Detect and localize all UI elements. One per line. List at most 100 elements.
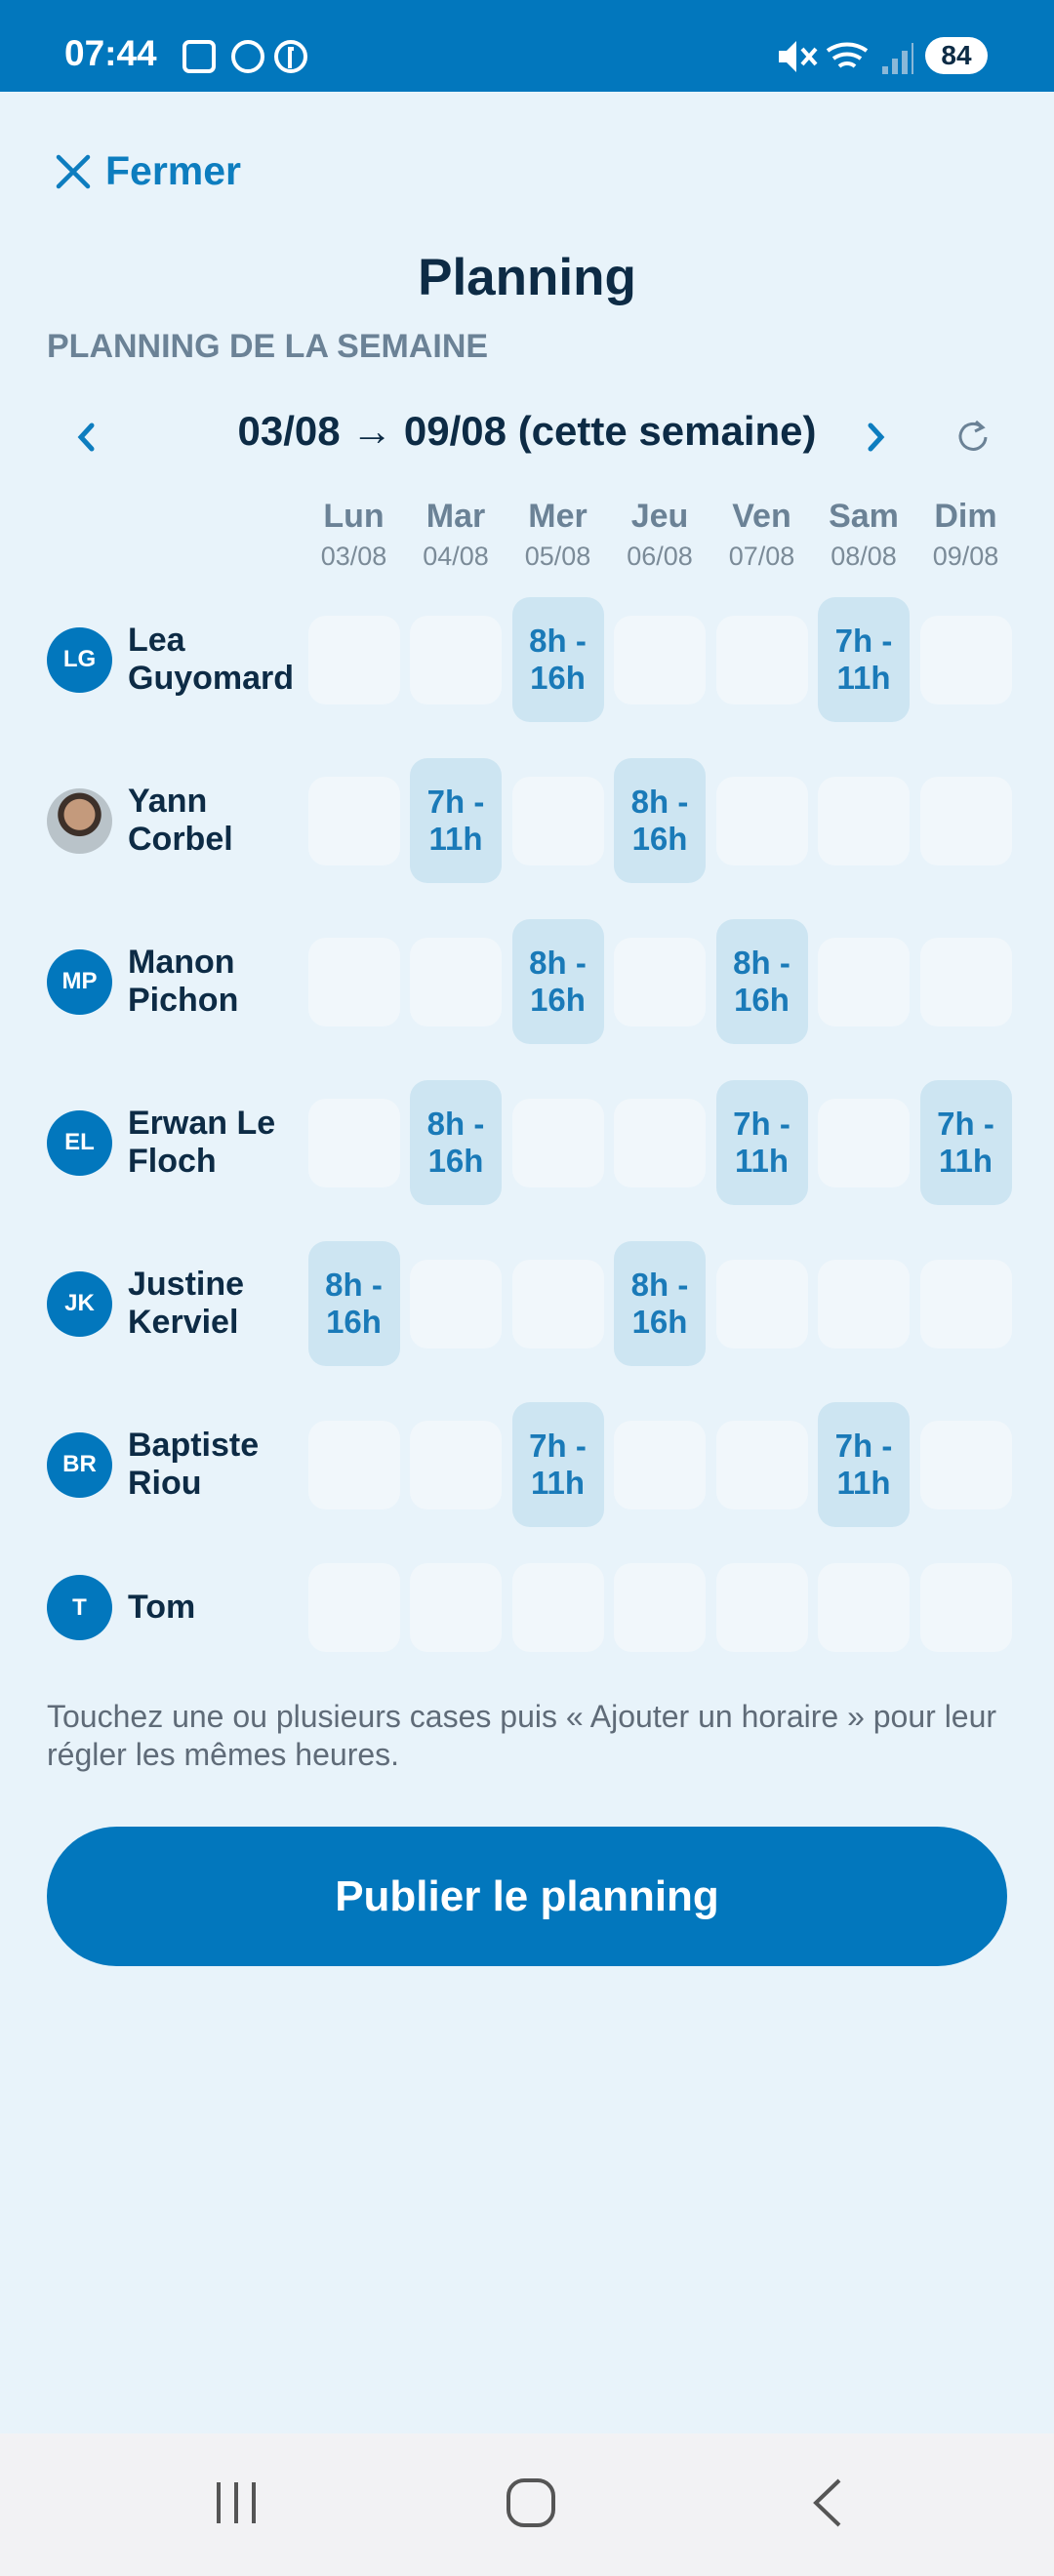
empty-cell[interactable] <box>715 1420 808 1509</box>
empty-cell[interactable] <box>410 1420 502 1509</box>
employee: BR Baptiste Riou <box>47 1427 298 1503</box>
employee-name: Baptiste Riou <box>128 1427 260 1502</box>
day-header: Ven 07/08 <box>716 498 808 572</box>
publish-button[interactable]: Publier le planning <box>47 1827 1007 1966</box>
avatar: EL <box>47 1109 112 1176</box>
empty-cell[interactable] <box>715 615 808 704</box>
empty-cell[interactable] <box>410 937 502 1026</box>
empty-cell[interactable] <box>919 937 1012 1026</box>
day-name: Ven <box>732 498 791 535</box>
empty-cell[interactable] <box>818 1259 910 1348</box>
day-name: Mar <box>426 498 486 535</box>
empty-cell[interactable] <box>919 1563 1012 1652</box>
day-date: 09/08 <box>932 542 999 571</box>
empty-cell[interactable] <box>919 1259 1012 1348</box>
empty-cell[interactable] <box>614 1563 706 1652</box>
employee-name: Lea Guyomard <box>128 622 295 697</box>
empty-cell[interactable] <box>614 1098 706 1187</box>
empty-cell[interactable] <box>410 615 502 704</box>
empty-cell[interactable] <box>511 1563 604 1652</box>
empty-cell[interactable] <box>307 937 400 1026</box>
empty-cell[interactable] <box>410 1259 502 1348</box>
empty-cell[interactable] <box>715 1259 808 1348</box>
shift-cell[interactable]: 7h - 11h <box>818 597 910 722</box>
shift-cell[interactable]: 8h - 16h <box>511 919 604 1044</box>
day-header: Dim 09/08 <box>920 498 1012 572</box>
empty-cell[interactable] <box>818 776 910 865</box>
empty-cell[interactable] <box>307 615 400 704</box>
shift-cell[interactable]: 7h - 11h <box>919 1080 1012 1205</box>
day-date: 03/08 <box>320 542 387 571</box>
page-title: Planning <box>418 249 636 306</box>
empty-cell[interactable] <box>715 776 808 865</box>
empty-cell[interactable] <box>511 1098 604 1187</box>
avatar: BR <box>47 1431 112 1498</box>
empty-cell[interactable] <box>307 1563 400 1652</box>
empty-cell[interactable] <box>511 1259 604 1348</box>
empty-cell[interactable] <box>919 776 1012 865</box>
day-date: 05/08 <box>524 542 591 571</box>
empty-cell[interactable] <box>307 776 400 865</box>
empty-cell[interactable] <box>919 615 1012 704</box>
empty-cell[interactable] <box>614 1420 706 1509</box>
day-name: Lun <box>323 498 385 535</box>
shift-cell[interactable]: 8h - 16h <box>614 1241 706 1366</box>
empty-cell[interactable] <box>307 1420 400 1509</box>
day-date: 07/08 <box>728 542 795 571</box>
employee: MP Manon Pichon <box>47 944 298 1020</box>
system-icons <box>779 41 913 74</box>
empty-cell[interactable] <box>410 1563 502 1652</box>
day-name: Mer <box>528 498 588 535</box>
avatar-photo <box>47 787 112 854</box>
day-name: Dim <box>934 498 997 535</box>
shift-cell[interactable]: 7h - 11h <box>715 1080 808 1205</box>
hint-text: Touchez une ou plusieurs cases puis « Aj… <box>47 1699 997 1772</box>
close-icon <box>56 154 91 188</box>
home[interactable] <box>505 2476 557 2529</box>
refresh[interactable] <box>954 418 992 455</box>
next-week[interactable] <box>861 420 890 455</box>
empty-cell[interactable] <box>919 1420 1012 1509</box>
employee: LG Lea Guyomard <box>47 622 298 698</box>
empty-cell[interactable] <box>715 1563 808 1652</box>
shift-cell[interactable]: 8h - 16h <box>410 1080 502 1205</box>
shift-cell[interactable]: 8h - 16h <box>511 597 604 722</box>
employee-name: Tom <box>128 1589 196 1626</box>
day-date: 04/08 <box>423 542 489 571</box>
recent-apps[interactable] <box>213 2478 260 2527</box>
empty-cell[interactable] <box>307 1098 400 1187</box>
day-name: Sam <box>829 498 899 535</box>
empty-cell[interactable] <box>818 937 910 1026</box>
empty-cell[interactable] <box>614 615 706 704</box>
close-button[interactable]: Fermer <box>55 148 241 194</box>
empty-cell[interactable] <box>614 937 706 1026</box>
employee-name: Justine Kerviel <box>128 1266 245 1341</box>
day-name: Jeu <box>630 498 689 535</box>
employee: JK Justine Kerviel <box>47 1266 298 1342</box>
day-headers: Lun 03/08 Mar 04/08 Mer 05/08 Jeu 06/08 Ven 07/08… <box>47 498 1012 572</box>
back[interactable] <box>808 2476 847 2529</box>
shift-cell[interactable]: 8h - 16h <box>715 919 808 1044</box>
close-label: Fermer <box>105 148 242 193</box>
employee: Yann Corbel <box>47 783 298 859</box>
previous-week[interactable] <box>72 420 101 455</box>
employee: EL Erwan Le Floch <box>47 1105 298 1181</box>
empty-cell[interactable] <box>511 776 604 865</box>
empty-cell[interactable] <box>818 1563 910 1652</box>
day-header: Sam 08/08 <box>818 498 910 572</box>
shift-cell[interactable]: 8h - 16h <box>307 1241 400 1366</box>
section-title: PLANNING DE LA SEMAINE <box>47 328 489 365</box>
avatar: MP <box>47 948 112 1015</box>
day-header: Mar 04/08 <box>410 498 502 572</box>
employee-name: Yann Corbel <box>128 783 233 858</box>
empty-cell[interactable] <box>818 1098 910 1187</box>
employee: T Tom <box>47 1575 298 1640</box>
day-date: 06/08 <box>627 542 693 571</box>
schedule-grid: LG Lea Guyomard 8h - 16h 7h - 11h Yann Corbe… <box>47 597 1012 1652</box>
shift-cell[interactable]: 7h - 11h <box>410 758 502 883</box>
avatar: JK <box>47 1270 112 1337</box>
shift-cell[interactable]: 8h - 16h <box>614 758 706 883</box>
shift-cell[interactable]: 7h - 11h <box>818 1402 910 1527</box>
shift-cell[interactable]: 7h - 11h <box>511 1402 604 1527</box>
